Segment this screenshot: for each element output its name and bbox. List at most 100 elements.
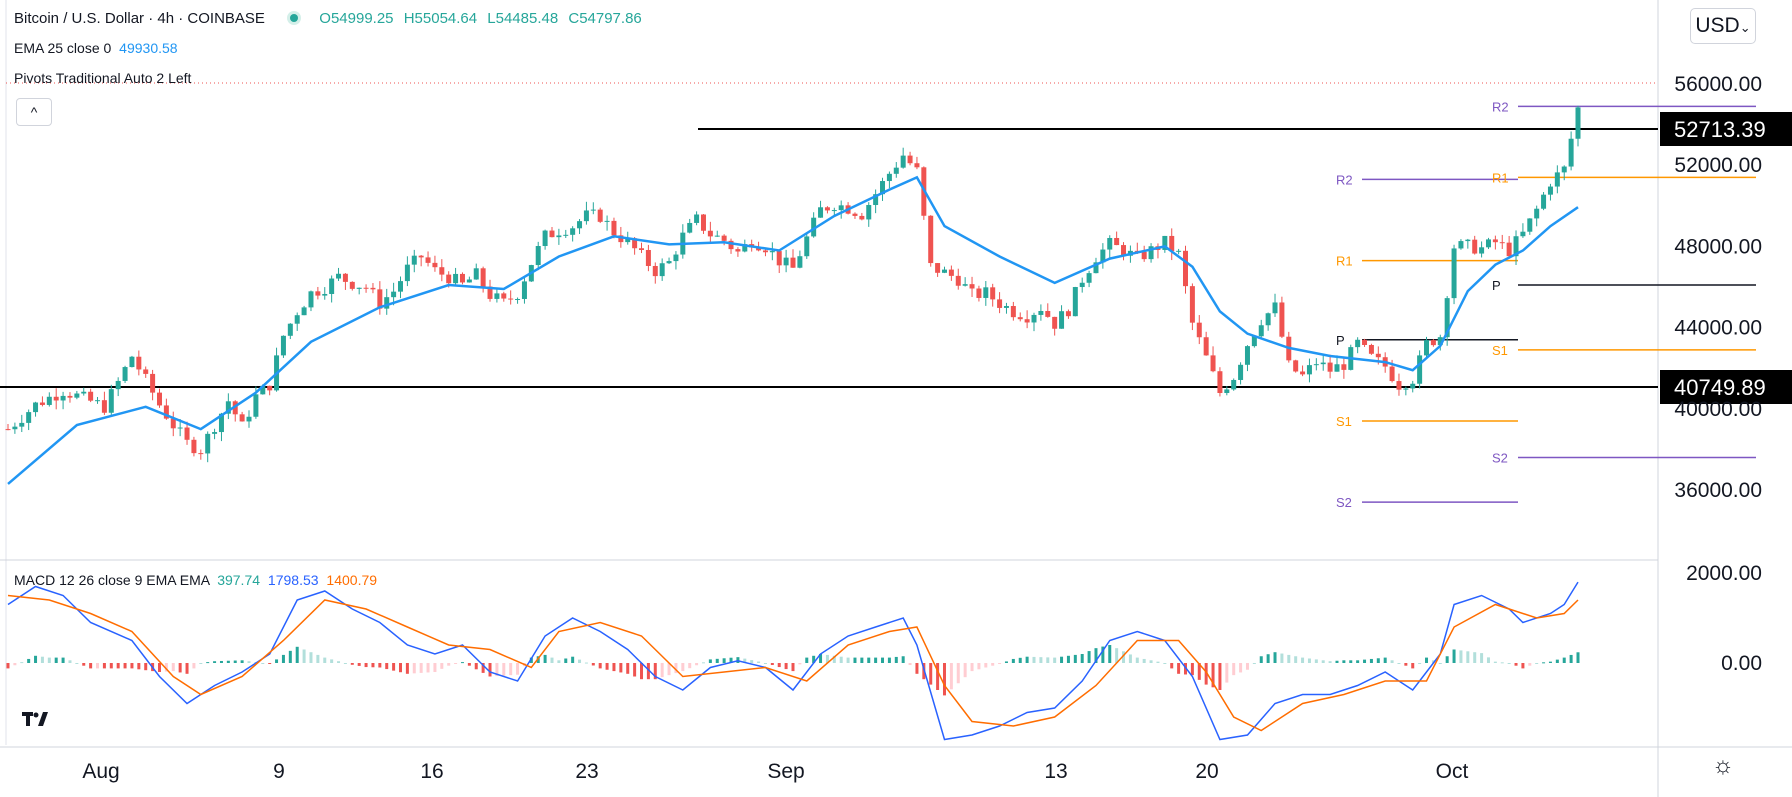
candle-body bbox=[19, 422, 25, 427]
macd-histogram-bar bbox=[460, 662, 464, 664]
candle-body bbox=[707, 230, 713, 237]
candle-body bbox=[652, 265, 658, 277]
candle-body bbox=[873, 194, 879, 206]
candle-body bbox=[508, 298, 514, 300]
horizontal-levels: 52713.39 40749.89 bbox=[0, 82, 1792, 404]
macd-legend[interactable]: MACD 12 26 close 9 EMA EMA 397.74 1798.5… bbox=[14, 572, 377, 588]
candle-body bbox=[859, 215, 865, 220]
candle-body bbox=[535, 246, 541, 266]
candle-body bbox=[1231, 379, 1237, 390]
macd-histogram-bar bbox=[240, 660, 244, 663]
pivots-legend[interactable]: Pivots Traditional Auto 2 Left bbox=[14, 70, 191, 86]
macd-histogram-bar bbox=[956, 663, 960, 684]
candle-body bbox=[39, 402, 45, 405]
macd-histogram-bar bbox=[1211, 663, 1215, 688]
macd-histogram-bar bbox=[281, 654, 285, 663]
candle-body bbox=[1499, 242, 1505, 244]
macd-histogram-bar bbox=[1025, 656, 1029, 663]
candle-body bbox=[363, 287, 369, 289]
candle-body bbox=[556, 235, 562, 238]
macd-histogram-bar bbox=[261, 663, 265, 664]
macd-histogram-bar bbox=[1204, 663, 1208, 685]
macd-histogram-bar bbox=[405, 663, 409, 674]
interval: 4h bbox=[157, 10, 175, 27]
candle-body bbox=[1183, 250, 1188, 287]
macd-histogram-bar bbox=[219, 660, 223, 663]
candle-body bbox=[611, 220, 617, 236]
candle-body bbox=[1114, 237, 1120, 246]
candle-body bbox=[1169, 235, 1175, 252]
macd-histogram-bar bbox=[1535, 663, 1539, 664]
macd-histogram-bar bbox=[1307, 658, 1311, 663]
macd-histogram-bar bbox=[1480, 653, 1484, 663]
macd-histogram-bar bbox=[1521, 663, 1525, 669]
macd-histogram-bar bbox=[667, 663, 671, 676]
ema-legend[interactable]: EMA 25 close 0 49930.58 bbox=[14, 40, 178, 56]
candle-body bbox=[1547, 186, 1553, 195]
macd-histogram-bar bbox=[426, 663, 430, 673]
candle-body bbox=[997, 299, 1003, 308]
level-price-label: 40749.89 bbox=[1674, 375, 1766, 400]
macd-histogram-bar bbox=[1390, 660, 1394, 663]
macd-histogram-bar bbox=[1128, 654, 1132, 663]
candle-body bbox=[191, 439, 197, 454]
candle-body bbox=[1513, 236, 1519, 257]
candle-body bbox=[129, 356, 135, 368]
candle-body bbox=[1052, 316, 1058, 329]
macd-histogram-bar bbox=[1452, 649, 1456, 663]
pivot-label-s2: S2 bbox=[1336, 495, 1352, 510]
candle-body bbox=[294, 315, 300, 324]
macd-histogram-bar bbox=[660, 663, 664, 678]
candle-body bbox=[1203, 337, 1209, 356]
candle-body bbox=[1293, 360, 1299, 372]
candle-body bbox=[1196, 322, 1202, 338]
macd-histogram-bar bbox=[343, 663, 347, 664]
candle-body bbox=[287, 323, 293, 336]
candle-body bbox=[356, 287, 362, 289]
macd-histogram-bar bbox=[770, 663, 774, 666]
settings-icon[interactable]: ☼ bbox=[1712, 752, 1734, 779]
candle-body bbox=[1217, 371, 1223, 393]
candle-body bbox=[990, 287, 996, 300]
candle-body bbox=[446, 274, 452, 284]
axes: 56000.00 52000.00 48000.00 44000.00 40000.00… bbox=[82, 73, 1762, 783]
candle-body bbox=[163, 405, 169, 419]
candle-body bbox=[1403, 388, 1409, 390]
candle-body bbox=[1362, 339, 1368, 345]
candle-body bbox=[453, 273, 459, 284]
candle-body bbox=[74, 393, 80, 398]
candle-body bbox=[577, 221, 583, 229]
candle-body bbox=[177, 427, 183, 429]
candle-body bbox=[46, 396, 52, 405]
candle-body bbox=[1224, 389, 1230, 393]
macd-histogram-bar bbox=[316, 654, 320, 663]
candle-body bbox=[1520, 231, 1526, 237]
candle-body bbox=[756, 247, 762, 251]
macd-histogram-bar bbox=[963, 663, 967, 678]
candle-body bbox=[618, 235, 624, 243]
macd-histogram-bar bbox=[598, 663, 602, 669]
candle-body bbox=[673, 254, 679, 262]
candle-body bbox=[349, 281, 355, 289]
candle-body bbox=[1368, 344, 1374, 354]
macd-histogram-bar bbox=[233, 660, 237, 663]
candle-body bbox=[735, 249, 741, 252]
tradingview-logo[interactable] bbox=[14, 702, 58, 736]
collapse-legend-button[interactable]: ^ bbox=[16, 98, 52, 126]
candle-body bbox=[143, 369, 149, 374]
macd-histogram-bar bbox=[557, 660, 561, 663]
macd-histogram-bar bbox=[1252, 663, 1256, 664]
candle-body bbox=[1162, 235, 1168, 250]
macd-histogram-bar bbox=[584, 662, 588, 664]
currency-select[interactable]: USD⌄ bbox=[1690, 8, 1756, 44]
candle-body bbox=[432, 262, 438, 268]
candle-body bbox=[783, 257, 789, 266]
macd-histogram-bar bbox=[488, 663, 492, 677]
candle-body bbox=[1458, 241, 1464, 249]
candle-body bbox=[1189, 286, 1195, 323]
macd-histogram-bar bbox=[185, 663, 189, 674]
macd-histogram-bar bbox=[1576, 652, 1580, 663]
macd-histogram-bar bbox=[1438, 663, 1442, 664]
candle-body bbox=[1265, 313, 1271, 326]
